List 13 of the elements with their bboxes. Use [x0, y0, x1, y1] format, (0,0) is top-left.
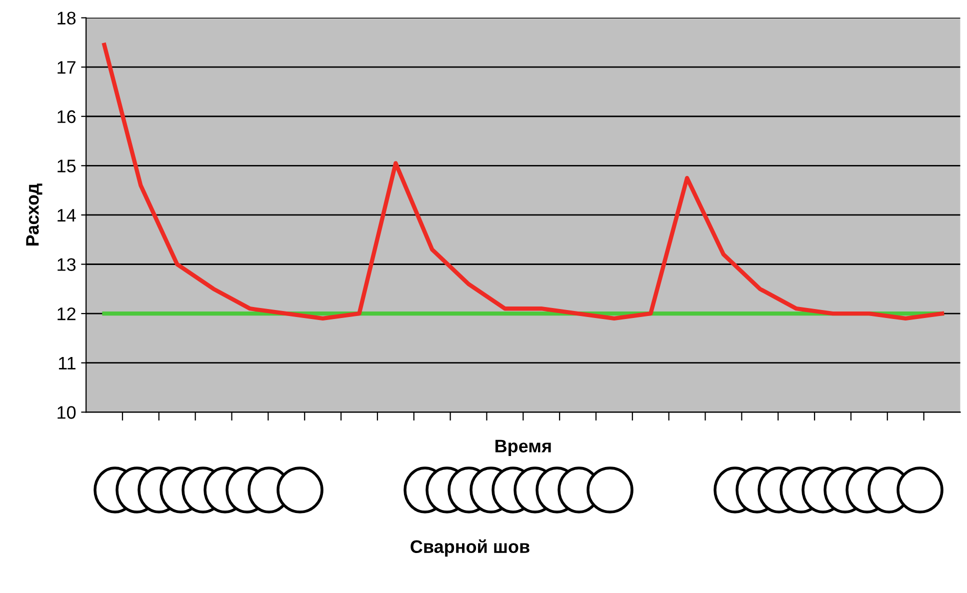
x-axis-title: Время [495, 440, 551, 456]
y-tick-label: 12 [58, 307, 76, 320]
y-tick-label: 16 [58, 110, 76, 124]
line-series [102, 42, 944, 321]
y-tick-label: 17 [58, 61, 76, 74]
text: Сварной шов [410, 539, 530, 557]
y-tick-label: 11 [58, 356, 76, 370]
y-tick-label: 18 [58, 12, 76, 25]
y-tick-label: 13 [58, 258, 76, 271]
y-tick-label: 15 [58, 160, 76, 172]
y-tick-label: 10 [58, 406, 76, 419]
y-axis-title: Расход [26, 184, 42, 246]
y-tick-label: 14 [58, 209, 76, 222]
